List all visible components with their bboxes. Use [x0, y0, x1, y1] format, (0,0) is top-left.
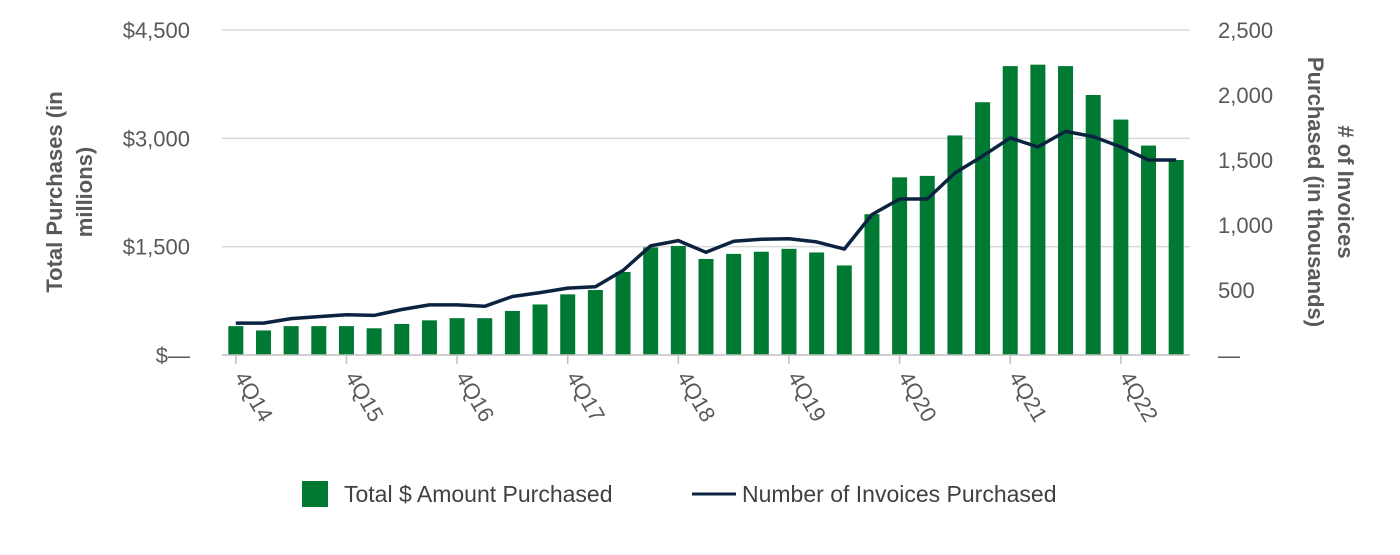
legend: Total $ Amount Purchased Number of Invoi… — [302, 481, 1057, 507]
bar — [809, 252, 825, 355]
x-tick-label: 4Q21 — [1004, 367, 1053, 426]
bar — [421, 320, 437, 355]
bar — [587, 290, 603, 355]
x-tick-label: 4Q16 — [451, 367, 500, 426]
bar — [1168, 160, 1184, 355]
bar — [1058, 66, 1074, 355]
right-y-tick-label: 2,500 — [1218, 18, 1273, 43]
bar — [726, 253, 742, 355]
bar — [449, 318, 465, 355]
x-tick-label: 4Q18 — [672, 367, 721, 426]
bar — [643, 247, 659, 355]
right-y-tick-label: — — [1218, 343, 1240, 368]
bar — [532, 304, 548, 355]
bar — [338, 326, 354, 355]
x-tick-label: 4Q22 — [1115, 367, 1164, 426]
bar — [394, 323, 410, 355]
gridlines — [222, 29, 1190, 248]
bar — [919, 175, 935, 355]
invoices-line — [235, 129, 1177, 325]
bar — [781, 248, 797, 355]
bar — [615, 271, 631, 355]
bar — [228, 326, 244, 355]
left-y-tick-label: $1,500 — [123, 235, 190, 260]
right-y-tick-label: 500 — [1218, 278, 1255, 303]
bar — [1141, 145, 1157, 355]
bar — [836, 265, 852, 355]
x-tick-label: 4Q15 — [340, 367, 389, 426]
bar — [947, 135, 963, 355]
bar — [892, 177, 908, 355]
right-y-tick-label: 1,500 — [1218, 148, 1273, 173]
right-axis-title-line1: # of Invoices — [1333, 125, 1358, 258]
legend-bar-label: Total $ Amount Purchased — [344, 481, 613, 507]
bar — [283, 326, 299, 355]
bar — [255, 330, 271, 355]
bar — [698, 258, 714, 355]
x-tick-label: 4Q14 — [229, 367, 278, 426]
right-axis-title-line2: Purchased (in thousands) — [1303, 57, 1328, 327]
bar — [560, 294, 576, 355]
bar — [366, 328, 382, 355]
bar — [477, 318, 493, 355]
left-axis-title-line2: millions) — [72, 147, 97, 237]
left-y-tick-label: $4,500 — [123, 18, 190, 43]
x-tick-label: 4Q19 — [783, 367, 832, 426]
legend-line-label: Number of Invoices Purchased — [742, 481, 1057, 507]
right-y-tick-label: 2,000 — [1218, 83, 1273, 108]
bar — [1085, 95, 1101, 355]
right-y-tick-label: 1,000 — [1218, 213, 1273, 238]
bar — [864, 214, 880, 355]
bar — [504, 310, 520, 355]
x-tick-label: 4Q20 — [893, 367, 942, 426]
left-y-tick-label: $3,000 — [123, 126, 190, 151]
bar — [1113, 119, 1129, 355]
left-axis-title-line1: Total Purchases (in — [42, 91, 67, 292]
bar — [975, 102, 991, 355]
bar — [311, 326, 327, 355]
bar — [670, 245, 686, 355]
line-series-layer — [235, 129, 1177, 325]
legend-bar-swatch — [302, 481, 328, 507]
left-y-tick-label: $— — [156, 343, 190, 368]
bar — [1030, 64, 1046, 356]
bar — [1002, 66, 1018, 355]
bar-series-layer — [228, 64, 1184, 356]
bar — [753, 251, 769, 355]
x-tick-label: 4Q17 — [561, 367, 610, 426]
